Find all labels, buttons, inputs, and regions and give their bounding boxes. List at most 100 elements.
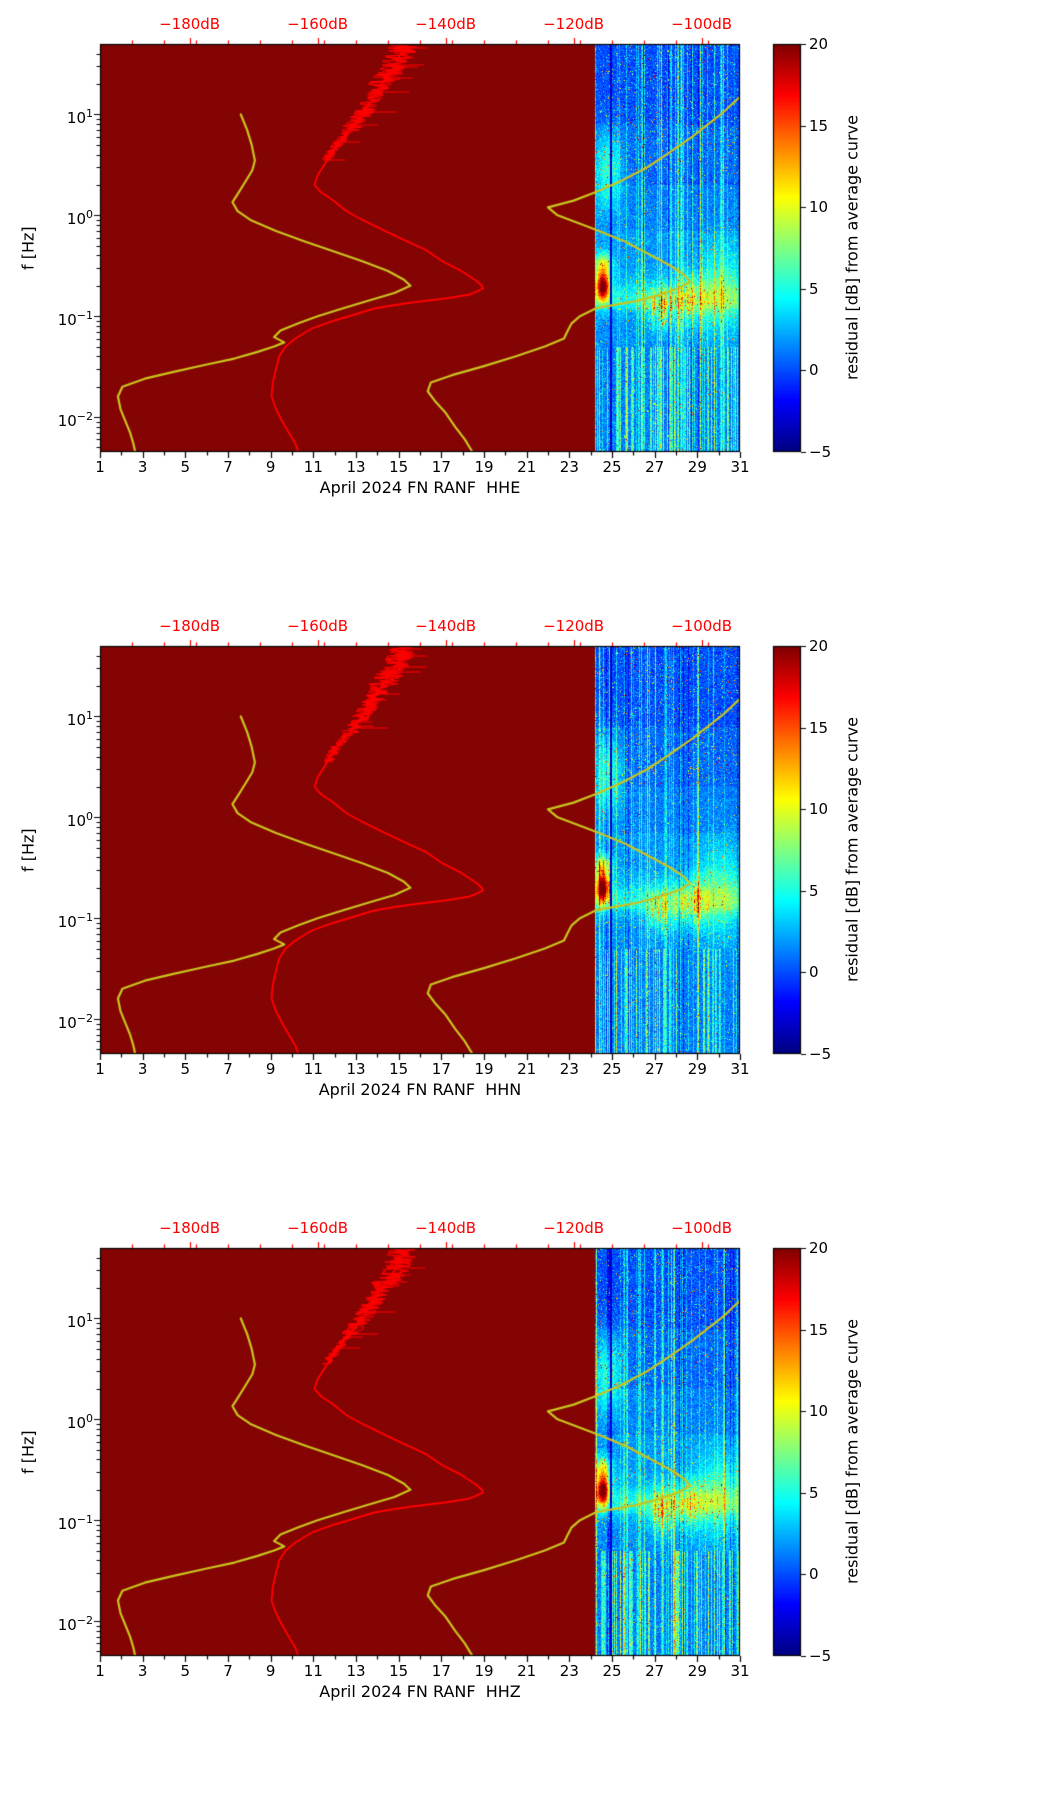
day-tick-label: 17 bbox=[431, 1662, 451, 1680]
db-tick-label: −140dB bbox=[415, 1219, 477, 1237]
day-tick-label: 25 bbox=[602, 1662, 622, 1680]
colorbar-tick-label: 15 bbox=[809, 718, 829, 737]
colorbar-tick-label: 15 bbox=[809, 116, 829, 135]
freq-tick-label: 10−2 bbox=[57, 1012, 93, 1033]
db-tick-label: −140dB bbox=[415, 617, 477, 635]
db-tick-label: −180dB bbox=[159, 617, 221, 635]
day-tick-label: 25 bbox=[602, 1060, 622, 1078]
y-axis-label: f [Hz] bbox=[18, 1430, 38, 1474]
day-tick-label: 25 bbox=[602, 458, 622, 476]
freq-tick-label: 10−1 bbox=[57, 911, 93, 932]
colorbar-tick-label: 0 bbox=[809, 1565, 819, 1584]
freq-tick-label: 10−1 bbox=[57, 1513, 93, 1534]
colorbar-tick-label: 5 bbox=[809, 1483, 819, 1502]
db-tick-label: −120dB bbox=[543, 15, 605, 33]
day-tick-label: 23 bbox=[559, 1060, 579, 1078]
freq-tick-label: 100 bbox=[66, 810, 93, 831]
freq-tick-label: 101 bbox=[66, 107, 93, 128]
db-tick-label: −180dB bbox=[159, 15, 221, 33]
day-tick-label: 9 bbox=[265, 458, 276, 476]
day-tick-label: 5 bbox=[180, 1060, 191, 1078]
day-tick-label: 19 bbox=[474, 1662, 494, 1680]
colorbar-tick-label: −5 bbox=[809, 1647, 832, 1665]
day-tick-label: 11 bbox=[303, 1060, 323, 1078]
colorbar-tick-label: 5 bbox=[809, 881, 819, 900]
colorbar-label: residual [dB] from average curve bbox=[842, 717, 862, 983]
colorbar-tick-label: 0 bbox=[809, 361, 819, 380]
colorbar-tick-label: 10 bbox=[809, 800, 829, 819]
day-tick-label: 19 bbox=[474, 1060, 494, 1078]
day-tick-label: 11 bbox=[303, 458, 323, 476]
colorbar-tick-label: 10 bbox=[809, 1402, 829, 1421]
db-tick-label: −160dB bbox=[287, 15, 349, 33]
colorbar-tick-label: −5 bbox=[809, 443, 832, 461]
day-tick-label: 17 bbox=[431, 1060, 451, 1078]
day-tick-label: 31 bbox=[730, 1662, 750, 1680]
panel-hhe: f [Hz] April 2024 FN RANF HHE residual [… bbox=[0, 0, 1052, 602]
day-tick-label: 13 bbox=[346, 458, 366, 476]
colorbar-tick-label: 20 bbox=[809, 35, 829, 53]
db-tick-label: −100dB bbox=[671, 617, 733, 635]
colorbar-tick-label: −5 bbox=[809, 1045, 832, 1063]
db-tick-label: −120dB bbox=[543, 1219, 605, 1237]
day-tick-label: 1 bbox=[95, 458, 105, 476]
day-tick-label: 29 bbox=[687, 458, 707, 476]
colorbar-label: residual [dB] from average curve bbox=[842, 115, 862, 381]
freq-tick-label: 100 bbox=[66, 208, 93, 229]
day-tick-label: 23 bbox=[559, 458, 579, 476]
freq-tick-label: 10−1 bbox=[57, 309, 93, 330]
day-tick-label: 27 bbox=[645, 1662, 665, 1680]
freq-tick-label: 101 bbox=[66, 1311, 93, 1332]
day-tick-label: 27 bbox=[645, 1060, 665, 1078]
day-tick-label: 3 bbox=[137, 458, 148, 476]
freq-tick-label: 101 bbox=[66, 709, 93, 730]
y-axis-label: f [Hz] bbox=[18, 226, 38, 270]
day-tick-label: 15 bbox=[389, 1662, 409, 1680]
colorbar-tick-label: 15 bbox=[809, 1320, 829, 1339]
day-tick-label: 13 bbox=[346, 1662, 366, 1680]
db-tick-label: −180dB bbox=[159, 1219, 221, 1237]
day-tick-label: 9 bbox=[265, 1060, 276, 1078]
day-tick-label: 7 bbox=[223, 458, 233, 476]
day-tick-label: 7 bbox=[223, 1662, 233, 1680]
day-tick-label: 3 bbox=[137, 1662, 148, 1680]
day-tick-label: 19 bbox=[474, 458, 494, 476]
day-tick-label: 31 bbox=[730, 458, 750, 476]
db-tick-label: −140dB bbox=[415, 15, 477, 33]
x-axis-label: April 2024 FN RANF HHN bbox=[318, 1080, 522, 1099]
day-tick-label: 21 bbox=[517, 1060, 537, 1078]
db-tick-label: −120dB bbox=[543, 617, 605, 635]
day-tick-label: 29 bbox=[687, 1662, 707, 1680]
colorbar-label: residual [dB] from average curve bbox=[842, 1319, 862, 1585]
freq-tick-label: 100 bbox=[66, 1412, 93, 1433]
freq-tick-label: 10−2 bbox=[57, 1614, 93, 1635]
colorbar-tick-label: 20 bbox=[809, 1239, 829, 1257]
day-tick-label: 1 bbox=[95, 1060, 105, 1078]
day-tick-label: 23 bbox=[559, 1662, 579, 1680]
db-tick-label: −160dB bbox=[287, 1219, 349, 1237]
freq-tick-label: 10−2 bbox=[57, 410, 93, 431]
day-tick-label: 11 bbox=[303, 1662, 323, 1680]
day-tick-label: 7 bbox=[223, 1060, 233, 1078]
day-tick-label: 31 bbox=[730, 1060, 750, 1078]
panel-hhn: f [Hz] April 2024 FN RANF HHN residual [… bbox=[0, 602, 1052, 1204]
chart-canvas-hhe bbox=[0, 0, 1052, 602]
day-tick-label: 29 bbox=[687, 1060, 707, 1078]
x-axis-label: April 2024 FN RANF HHZ bbox=[319, 1682, 521, 1701]
day-tick-label: 5 bbox=[180, 1662, 191, 1680]
chart-canvas-hhz bbox=[0, 1204, 1052, 1806]
db-tick-label: −100dB bbox=[671, 1219, 733, 1237]
day-tick-label: 5 bbox=[180, 458, 191, 476]
day-tick-label: 17 bbox=[431, 458, 451, 476]
panel-hhz: f [Hz] April 2024 FN RANF HHZ residual [… bbox=[0, 1204, 1052, 1806]
day-tick-label: 3 bbox=[137, 1060, 148, 1078]
colorbar-tick-label: 0 bbox=[809, 963, 819, 982]
y-axis-label: f [Hz] bbox=[18, 828, 38, 872]
day-tick-label: 21 bbox=[517, 1662, 537, 1680]
x-axis-label: April 2024 FN RANF HHE bbox=[319, 478, 521, 497]
day-tick-label: 9 bbox=[265, 1662, 276, 1680]
colorbar-tick-label: 5 bbox=[809, 279, 819, 298]
day-tick-label: 21 bbox=[517, 458, 537, 476]
db-tick-label: −160dB bbox=[287, 617, 349, 635]
